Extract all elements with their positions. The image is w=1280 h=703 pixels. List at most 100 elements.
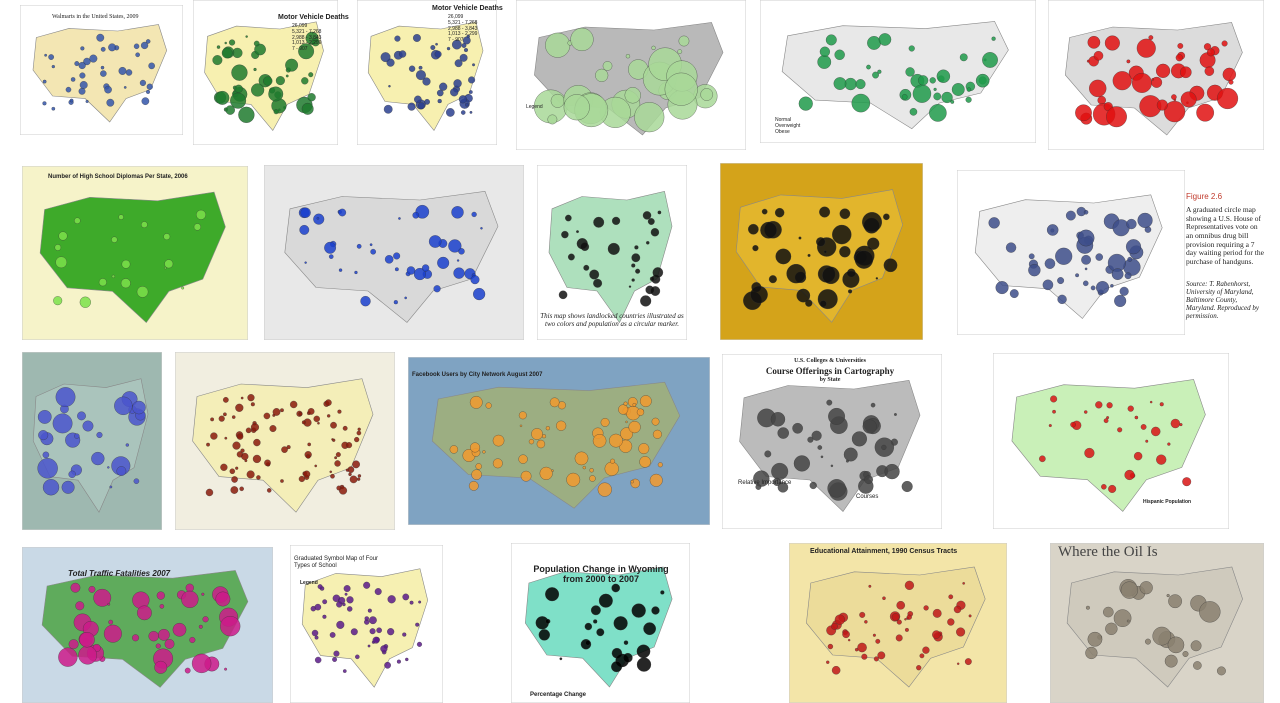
map-symbol	[82, 420, 94, 432]
map-symbol	[1070, 421, 1076, 428]
thumbnail[interactable]	[22, 547, 273, 703]
map-symbol	[953, 605, 962, 614]
map-symbol	[53, 296, 63, 306]
thumbnail[interactable]	[20, 5, 183, 135]
map-symbol	[393, 252, 401, 260]
map-symbol	[950, 99, 955, 104]
map-symbol	[230, 486, 239, 494]
map-symbol	[412, 211, 420, 219]
map-symbol	[916, 665, 922, 671]
thumbnail[interactable]	[264, 165, 524, 340]
thumbnail[interactable]	[789, 543, 1007, 703]
map-symbol	[65, 86, 72, 93]
map-symbol	[334, 456, 338, 460]
thumb-title: Number of High School Diplomas Per State…	[48, 174, 188, 180]
map-symbol	[518, 411, 527, 420]
map-symbol	[628, 421, 641, 434]
map-symbol	[777, 482, 789, 493]
map-symbol	[114, 396, 133, 415]
thumb-title: Motor Vehicle Deaths	[278, 14, 349, 21]
map-symbol	[595, 68, 609, 82]
map-symbol	[480, 227, 483, 230]
map-symbol	[164, 639, 175, 649]
map-symbol	[137, 605, 152, 621]
thumbnail[interactable]	[1048, 0, 1264, 150]
map-symbol	[1151, 426, 1161, 437]
map-symbol	[369, 628, 376, 635]
map-symbol	[158, 629, 170, 641]
map-symbol	[141, 221, 148, 228]
map-symbol	[875, 638, 881, 644]
map-symbol	[750, 285, 768, 304]
map-symbol	[436, 89, 444, 97]
map-symbol	[215, 591, 231, 607]
map-symbol	[556, 420, 567, 431]
thumbnail[interactable]	[408, 357, 710, 525]
map-symbol	[558, 290, 568, 300]
map-symbol	[298, 412, 303, 416]
thumbnail[interactable]	[957, 170, 1185, 335]
map-symbol	[550, 93, 565, 108]
thumbnail[interactable]	[511, 543, 690, 703]
map-symbol	[1083, 280, 1089, 287]
map-symbol	[1039, 455, 1046, 463]
thumbnail[interactable]	[22, 166, 248, 340]
map-symbol	[901, 481, 913, 492]
map-symbol	[424, 99, 430, 105]
thumbnail[interactable]	[993, 353, 1229, 529]
map-symbol	[349, 475, 358, 484]
map-symbol	[448, 239, 462, 253]
map-symbol	[247, 394, 255, 402]
thumbnail[interactable]	[760, 0, 1036, 143]
map-symbol	[275, 76, 285, 86]
map-symbol	[896, 619, 902, 625]
map-symbol	[941, 91, 953, 104]
map-symbol	[405, 657, 409, 662]
map-symbol	[643, 622, 656, 635]
thumbnail[interactable]	[722, 354, 942, 529]
thumbnail[interactable]	[290, 545, 443, 703]
map-symbol	[100, 70, 107, 77]
map-symbol	[646, 241, 650, 245]
map-symbol	[184, 667, 191, 674]
thumbnail[interactable]	[1050, 543, 1264, 703]
map-symbol	[229, 468, 236, 474]
map-symbol	[612, 216, 621, 225]
map-symbol	[1199, 601, 1221, 623]
map-symbol	[459, 53, 468, 62]
map-shape	[431, 381, 681, 509]
map-symbol	[42, 101, 47, 106]
map-symbol	[520, 470, 532, 482]
map-symbol	[374, 588, 382, 596]
map-symbol	[220, 616, 241, 637]
thumbnail[interactable]	[720, 163, 923, 340]
map-symbol	[1148, 35, 1154, 40]
map-symbol	[642, 211, 652, 220]
map-symbol	[42, 451, 50, 459]
map-symbol	[1137, 212, 1153, 228]
map-symbol	[458, 248, 465, 255]
map-symbol	[44, 53, 48, 57]
thumbnail[interactable]	[516, 0, 746, 150]
map-symbol	[61, 480, 75, 494]
thumbnail[interactable]	[193, 0, 338, 145]
map-symbol	[891, 613, 900, 621]
thumbnail[interactable]	[537, 165, 687, 340]
map-symbol	[394, 267, 399, 272]
map-symbol	[83, 57, 91, 66]
map-symbol	[1081, 254, 1091, 265]
map-symbol	[317, 421, 320, 425]
map-symbol	[240, 448, 245, 453]
map-symbol	[289, 400, 298, 409]
thumb-title: Where the Oil Is	[1058, 544, 1158, 560]
thumbnail[interactable]	[175, 352, 395, 530]
map-symbol	[78, 87, 86, 95]
map-symbol	[988, 217, 1000, 229]
map-symbol	[350, 628, 358, 636]
map-symbol	[398, 217, 401, 220]
map-symbol	[1057, 277, 1065, 284]
thumbnail[interactable]	[357, 0, 497, 145]
map-symbol	[593, 216, 605, 228]
thumbnail[interactable]	[22, 352, 162, 530]
map-symbol	[823, 250, 827, 254]
